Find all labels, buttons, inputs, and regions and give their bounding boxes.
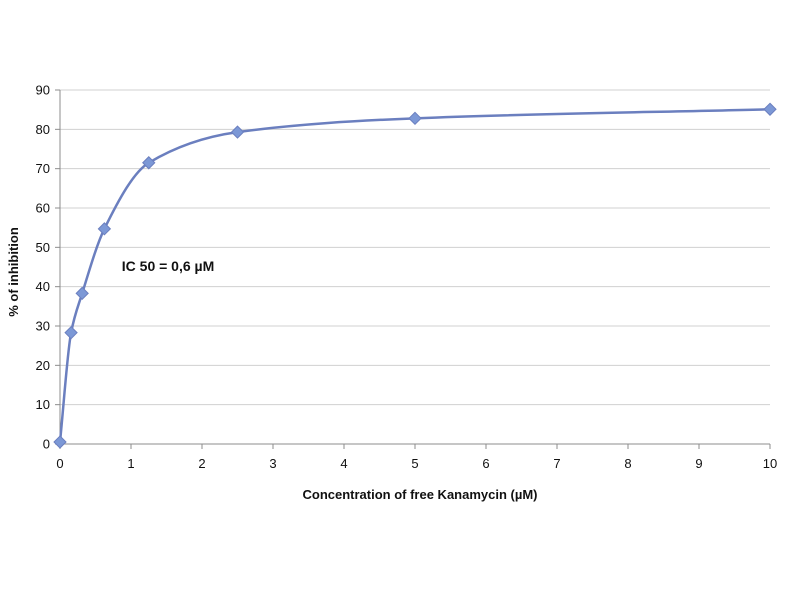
series-line [58, 108, 771, 443]
series [58, 108, 771, 443]
ic50-annotation: IC 50 = 0,6 µM [122, 258, 214, 274]
y-tick-label: 70 [36, 161, 50, 176]
x-tick-label: 1 [127, 456, 134, 471]
gridlines [60, 89, 770, 406]
x-tick-label: 5 [411, 456, 418, 471]
data-point [230, 125, 245, 139]
data-point [64, 325, 78, 340]
data-point [408, 111, 422, 126]
y-tick-label: 30 [36, 319, 50, 334]
y-tick-label: 50 [36, 240, 50, 255]
x-axis-ticks: 0 1 2 3 4 5 6 7 8 9 10 [56, 444, 777, 471]
y-tick-label: 20 [36, 358, 50, 373]
markers [53, 102, 777, 449]
y-tick-label: 80 [36, 122, 50, 137]
x-tick-label: 8 [624, 456, 631, 471]
data-point [75, 286, 89, 301]
y-tick-label: 60 [36, 201, 50, 216]
y-axis-ticks: 0 10 20 30 40 50 60 70 80 90 [36, 83, 60, 452]
x-tick-label: 2 [198, 456, 205, 471]
y-tick-label: 0 [43, 437, 50, 452]
x-tick-label: 7 [553, 456, 560, 471]
x-tick-label: 9 [695, 456, 702, 471]
data-point [142, 156, 156, 170]
y-tick-label: 10 [36, 397, 50, 412]
y-tick-label: 40 [36, 279, 50, 294]
x-tick-label: 0 [56, 456, 63, 471]
data-point [97, 222, 112, 236]
x-tick-label: 4 [340, 456, 347, 471]
x-tick-label: 3 [269, 456, 276, 471]
x-tick-label: 10 [763, 456, 777, 471]
y-tick-label: 90 [36, 83, 50, 98]
y-axis-title: % of inhibition [6, 227, 21, 317]
data-point [53, 435, 67, 449]
data-point [763, 102, 777, 116]
x-tick-label: 6 [482, 456, 489, 471]
x-axis-title: Concentration of free Kanamycin (µM) [302, 487, 537, 502]
